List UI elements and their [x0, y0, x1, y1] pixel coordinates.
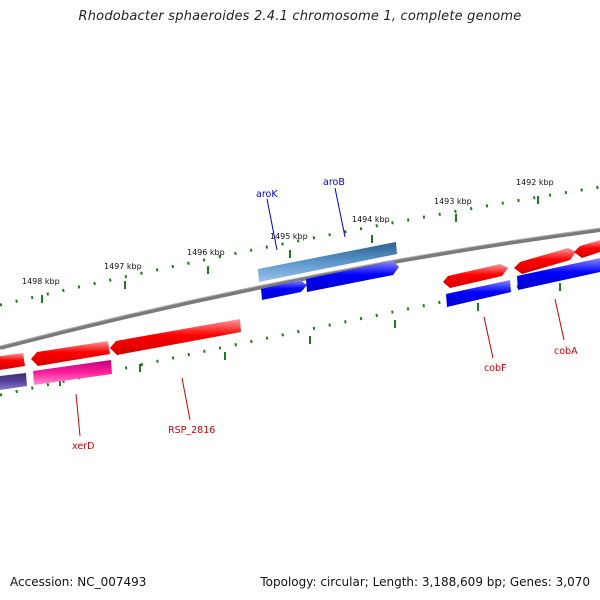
map-title: Rhodobacter sphaeroides 2.4.1 chromosome… — [78, 9, 522, 24]
gene-aroK-body[interactable] — [261, 280, 307, 300]
gene-label-cobA[interactable]: cobA — [554, 346, 578, 357]
gene-label-cobF[interactable]: cobF — [484, 363, 507, 374]
accession-text: Accession: NC_007493 — [10, 575, 147, 589]
tick-label-1495: 1495 kbp — [270, 232, 308, 241]
gene-rsp2816-body[interactable] — [110, 319, 241, 355]
tick-label-1493: 1493 kbp — [434, 197, 472, 206]
gene-label-rsp2816[interactable]: RSP_2816 — [168, 425, 215, 436]
genome-summary-text: Topology: circular; Length: 3,188,609 bp… — [260, 575, 590, 589]
gene-forward[interactable] — [31, 341, 110, 366]
gene-label-xerD[interactable]: xerD — [72, 441, 94, 452]
leader-line-cobF — [483, 316, 494, 359]
gene-reverse[interactable] — [0, 373, 27, 390]
chromosome-backbone — [0, 228, 600, 350]
gene-aroB-highlight[interactable] — [258, 242, 397, 282]
gene-aroB-body[interactable] — [306, 261, 399, 292]
gene-xerD-body[interactable] — [33, 360, 112, 385]
gene-label-aroK[interactable]: aroK — [256, 189, 278, 200]
leader-line-cobA — [554, 298, 565, 341]
leader-line-rsp2816 — [181, 377, 191, 421]
leader-line-xerD — [75, 393, 81, 437]
gene-label-aroB[interactable]: aroB — [323, 177, 345, 188]
tick-label-1494: 1494 kbp — [352, 215, 390, 224]
outer-major-ticks — [41, 196, 539, 303]
gene-forward[interactable] — [443, 264, 508, 288]
gene-forward[interactable] — [0, 353, 25, 370]
gene-cobA-body[interactable] — [517, 258, 600, 290]
gene-forward[interactable] — [514, 248, 576, 274]
tick-label-1496: 1496 kbp — [187, 248, 225, 257]
leader-line-aroK — [266, 198, 278, 251]
gene-cobF-body[interactable] — [446, 280, 511, 307]
gene-forward[interactable] — [574, 240, 600, 258]
leader-line-aroB — [334, 187, 346, 238]
tick-label-1498: 1498 kbp — [22, 277, 60, 286]
tick-label-1492: 1492 kbp — [516, 178, 554, 187]
inner-major-ticks — [59, 283, 561, 386]
tick-label-1497: 1497 kbp — [104, 262, 142, 271]
